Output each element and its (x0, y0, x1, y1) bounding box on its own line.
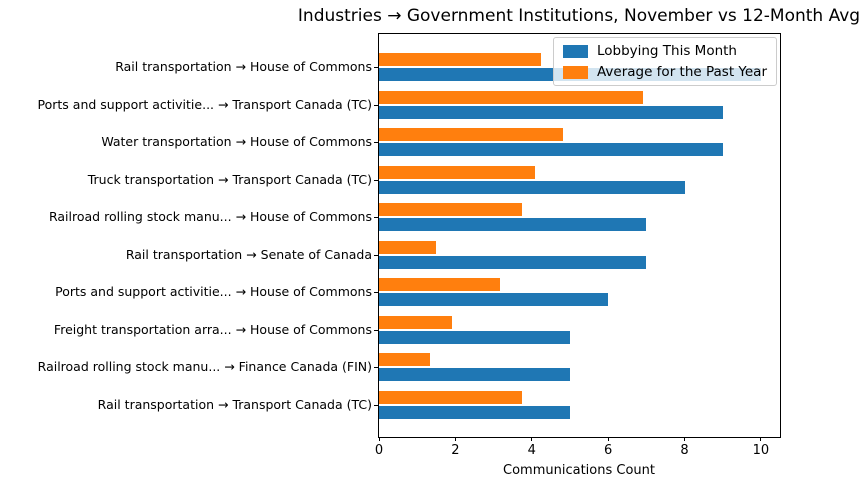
y-tick-mark (374, 292, 378, 294)
bar-this-month (379, 330, 570, 344)
bar-this-month (379, 368, 570, 382)
x-tick-mark (454, 437, 456, 441)
y-tick-label: Rail transportation → Senate of Canada (125, 246, 372, 262)
x-tick-label: 8 (680, 443, 689, 458)
x-tick-mark (684, 437, 686, 441)
y-tick-mark (374, 179, 378, 181)
y-tick-label: Railroad rolling stock manu... → Finance… (37, 359, 372, 375)
x-tick-mark (607, 437, 609, 441)
bar-past-year-average (379, 240, 437, 254)
bar-this-month (379, 218, 647, 232)
y-tick-label: Water transportation → House of Commons (101, 133, 372, 149)
chart-title: Industries → Government Institutions, No… (297, 6, 861, 26)
bar-this-month (379, 293, 609, 307)
plot-area: Lobbying This Month Average for the Past… (378, 33, 781, 438)
y-tick-label: Truck transportation → Transport Canada … (87, 171, 372, 187)
bar-past-year-average (379, 128, 564, 142)
bar-past-year-average (379, 90, 644, 104)
legend-label-past-year: Average for the Past Year (596, 64, 767, 80)
bar-past-year-average (379, 353, 430, 367)
bar-this-month (379, 143, 723, 157)
x-axis-label: Communications Count (503, 463, 655, 478)
x-tick-mark (378, 437, 380, 441)
x-tick-label: 6 (604, 443, 613, 458)
bar-past-year-average (379, 203, 523, 217)
y-tick-mark (374, 217, 378, 219)
x-tick-mark (760, 437, 762, 441)
x-tick-label: 0 (374, 443, 384, 458)
y-tick-label: Freight transportation arra... → House o… (53, 321, 372, 337)
y-tick-mark (374, 367, 378, 369)
bar-this-month (379, 180, 685, 194)
y-tick-label: Rail transportation → House of Commons (115, 58, 372, 74)
y-tick-mark (374, 142, 378, 144)
y-tick-mark (374, 329, 378, 331)
y-tick-mark (374, 67, 378, 68)
bar-past-year-average (379, 315, 453, 329)
bar-past-year-average (379, 53, 542, 66)
bar-this-month (379, 105, 723, 119)
y-tick-mark (374, 254, 378, 256)
y-tick-label: Ports and support activitie... → Transpo… (37, 96, 372, 112)
x-tick-label: 4 (527, 443, 536, 458)
legend-entry-this-month: Lobbying This Month (562, 43, 767, 59)
y-tick-label: Rail transportation → Transport Canada (… (97, 396, 372, 412)
x-tick-mark (531, 437, 533, 441)
y-tick-label: Ports and support activitie... → House o… (55, 284, 372, 300)
y-tick-mark (374, 104, 378, 106)
bar-past-year-average (379, 278, 501, 292)
x-tick-label: 10 (752, 443, 770, 458)
y-tick-label: Railroad rolling stock manu... → House o… (48, 209, 372, 225)
y-tick-mark (374, 404, 378, 406)
legend-label-this-month: Lobbying This Month (596, 43, 737, 59)
x-tick-label: 2 (451, 443, 460, 458)
bar-past-year-average (379, 390, 523, 404)
legend-swatch-this-month-icon (562, 44, 588, 58)
y-axis-labels: Rail transportation → House of Commons Po… (12, 0, 372, 491)
legend: Lobbying This Month Average for the Past… (552, 37, 777, 86)
legend-entry-past-year: Average for the Past Year (562, 64, 767, 80)
bar-this-month (379, 405, 570, 419)
bar-past-year-average (379, 165, 535, 179)
legend-swatch-past-year-icon (562, 65, 588, 79)
bar-this-month (379, 255, 647, 269)
